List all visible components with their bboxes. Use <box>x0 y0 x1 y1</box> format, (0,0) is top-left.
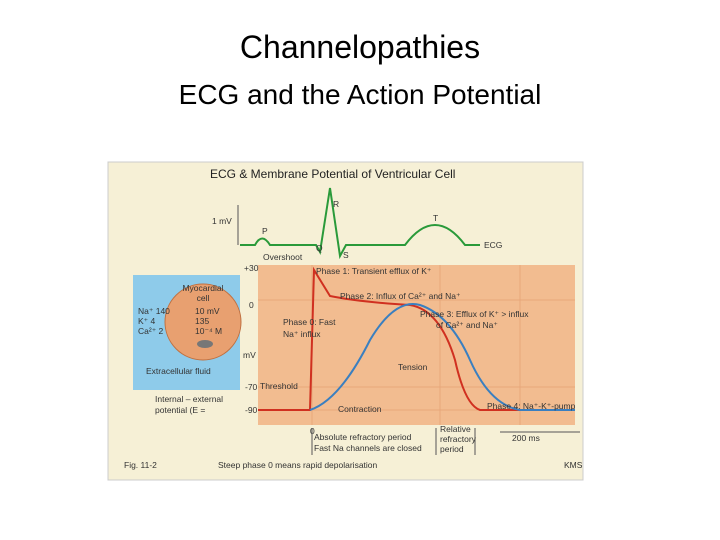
cell-ion: Na⁺ 140 <box>138 306 170 316</box>
refractory-label: Relative <box>440 424 471 434</box>
refractory-label: Fast Na channels are closed <box>314 443 422 453</box>
cell-fluid: Extracellular fluid <box>146 366 211 376</box>
cell <box>164 283 242 361</box>
axis-tick: -70 <box>245 382 258 392</box>
caption: Steep phase 0 means rapid depolarisation <box>218 460 378 470</box>
axis-tick: +30 <box>244 263 259 273</box>
axis-tick: 0 <box>249 300 254 310</box>
phase-label: Phase 4: Na⁺-K⁺-pump <box>487 401 576 411</box>
cell-ion: 10 mV <box>195 306 220 316</box>
overshoot-label: Overshoot <box>263 252 303 262</box>
potential-label: potential (E = <box>155 405 205 415</box>
threshold-label: Threshold <box>260 381 298 391</box>
axis-unit: mV <box>243 350 256 360</box>
figure-title: ECG & Membrane Potential of Ventricular … <box>210 167 455 181</box>
tension-curve <box>309 303 575 411</box>
refractory-label: period <box>440 444 464 454</box>
cell-ion: Ca²⁺ 2 <box>138 326 164 336</box>
tension-label: Tension <box>398 362 428 372</box>
contraction-label: Contraction <box>338 404 382 414</box>
slide-subtitle: ECG and the Action Potential <box>179 79 542 110</box>
ecg-wave: P <box>262 226 268 236</box>
time-scale: 200 ms <box>512 433 540 443</box>
fig-number: Fig. 11-2 <box>124 460 157 470</box>
ecg-scale-label: 1 mV <box>212 216 232 226</box>
refractory-label: Absolute refractory period <box>314 432 412 442</box>
cell-ion: K⁺ 4 <box>138 316 156 326</box>
phase-label: Phase 0: Fast <box>283 317 336 327</box>
refractory-label: refractory <box>440 434 477 444</box>
credit: KMS <box>564 460 583 470</box>
phase-label: Phase 3: Efflux of K⁺ > influx <box>420 309 529 319</box>
cell-title: cell <box>197 293 210 303</box>
axis-tick: -90 <box>245 405 258 415</box>
ecg-wave: Q <box>316 243 323 253</box>
ecg-label: ECG <box>484 240 502 250</box>
ecg-wave: T <box>433 213 438 223</box>
cell-title: Myocardial <box>182 283 223 293</box>
ecg-trace <box>240 187 480 260</box>
ecg-wave: S <box>343 250 349 260</box>
phase-label: Na⁺ influx <box>283 329 321 339</box>
cell-ion: 135 <box>195 316 209 326</box>
ecg-wave: R <box>333 199 339 209</box>
action-potential <box>258 266 575 411</box>
potential-label: Internal – external <box>155 394 223 404</box>
phase-label: of Ca²⁺ and Na⁺ <box>436 320 498 330</box>
phase-label: Phase 2: Influx of Ca²⁺ and Na⁺ <box>340 291 461 301</box>
nucleus <box>197 340 213 348</box>
cell-ion: 10⁻⁴ M <box>195 326 222 336</box>
phase-label: Phase 1: Transient efflux of K⁺ <box>316 266 432 276</box>
figure: ECG & Membrane Potential of Ventricular … <box>107 161 584 481</box>
slide-title: Channelopathies <box>240 29 480 65</box>
